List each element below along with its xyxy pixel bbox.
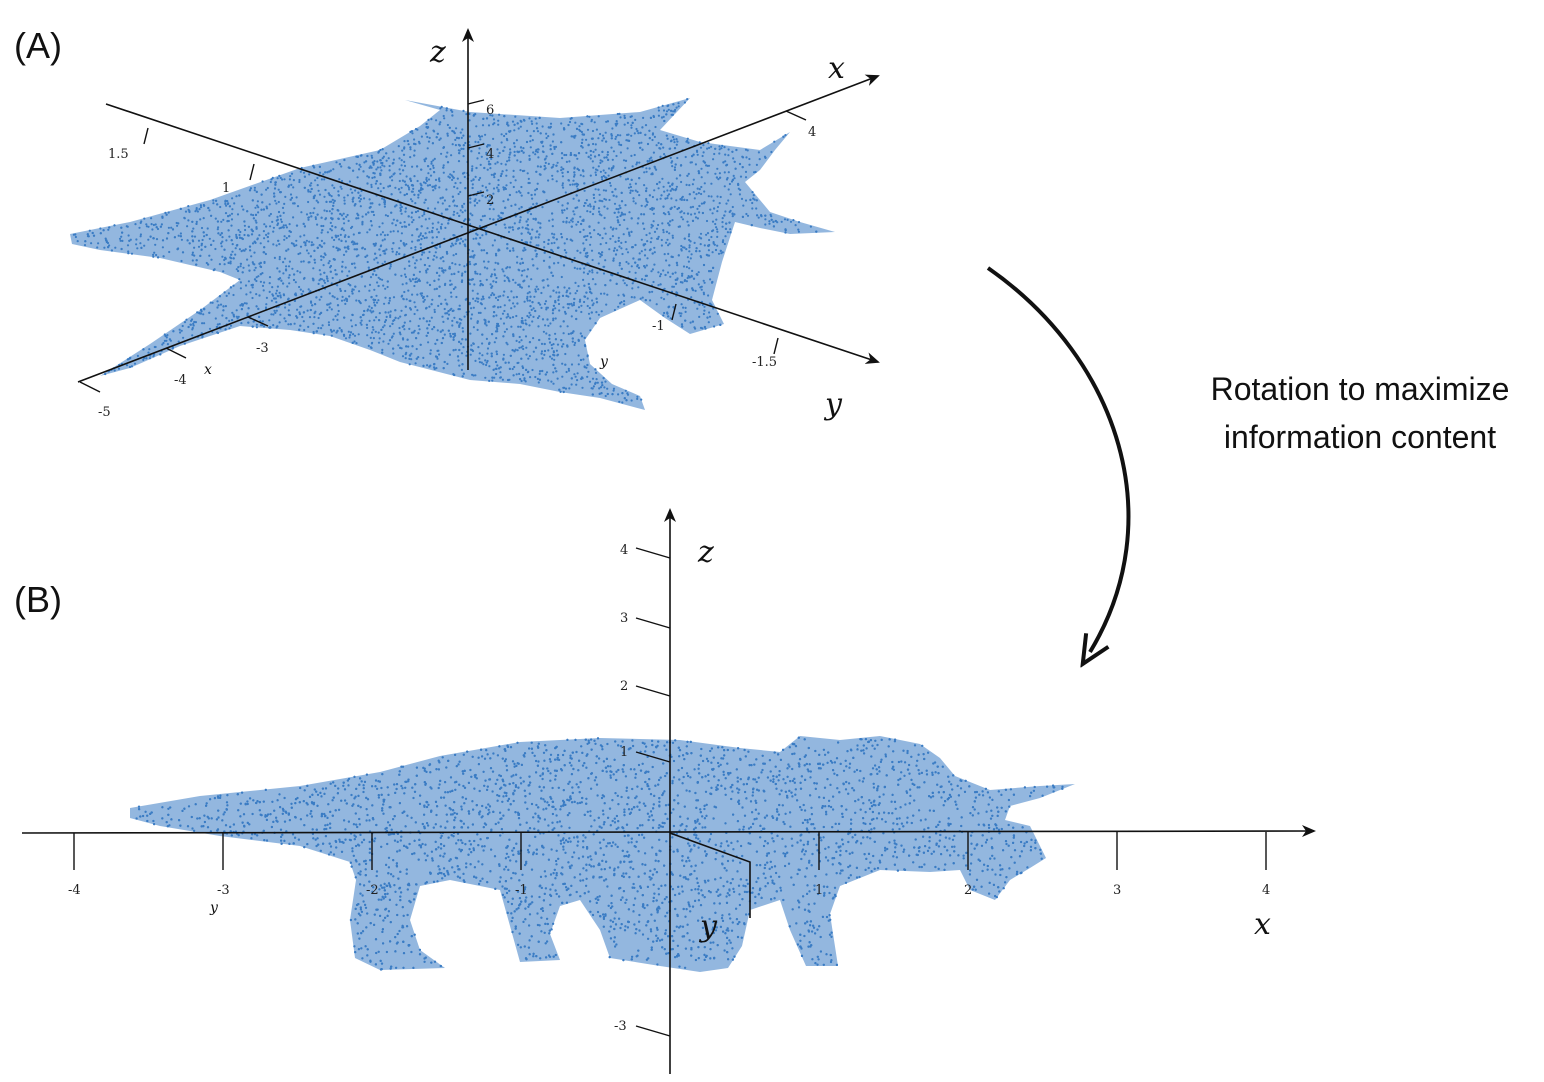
panel-b-z-tick-mark — [635, 751, 671, 763]
rotation-arrow-icon — [986, 266, 1131, 652]
panel-b-z-tick-mark — [635, 1025, 671, 1037]
panel-b-z-tick: -3 — [614, 1019, 627, 1034]
panel-a-y-tick-mark — [773, 337, 779, 355]
panel-a-x-tick: -4 — [174, 373, 187, 388]
panel-b-x-tick: -4 — [68, 883, 81, 898]
panel-a-y-tick: -1.5 — [752, 355, 777, 370]
panel-b-z-label: z — [697, 535, 714, 570]
panel-b-x-tick: 1 — [815, 883, 823, 898]
panel-a-x-tick-mark — [165, 347, 187, 359]
panel-a-y-tick-mark — [143, 127, 149, 145]
panel-a-x-tick: -3 — [256, 341, 269, 356]
caption-line-2: information content — [1224, 419, 1496, 455]
panel-b-z-tick: 1 — [620, 745, 628, 760]
panel-a-x-tick: -5 — [98, 405, 111, 420]
point-cloud-b — [130, 736, 1075, 972]
panel-b-x-tick: -1 — [515, 883, 528, 898]
panel-b-z-tick-mark — [635, 617, 671, 629]
panel-b-small-y-label: y — [209, 900, 219, 916]
panel-a-y-tick-mark — [249, 163, 255, 181]
panel-b-x-axis — [21, 825, 1316, 838]
panel-b-x-ticks: -4 -3 -2 -1 1 2 3 4 — [68, 832, 1270, 898]
panel-a-y-tick-mark — [671, 303, 677, 321]
panel-a-y-tick: 1.5 — [108, 147, 129, 162]
panel-a-z-tick-mark — [467, 143, 485, 149]
panel-a-x-tick-mark — [79, 381, 101, 393]
panel-b-z-tick: 4 — [620, 543, 628, 558]
panel-a-z-tick-mark — [467, 191, 485, 197]
panel-b-x-tick: 2 — [964, 883, 972, 898]
panel-a-y-tick: 1 — [222, 181, 230, 196]
panel-b-z-tick: 2 — [620, 679, 628, 694]
panel-b-x-tick: -3 — [217, 883, 230, 898]
panel-b: (B) z x y y -4 -3 -2 -1 1 2 3 4 — [14, 508, 1316, 1074]
panel-b-x-tick: 3 — [1113, 883, 1121, 898]
panel-a-small-y-label: y — [599, 354, 609, 370]
panel-b-x-tick: -2 — [366, 883, 379, 898]
panel-b-z-tick-mark — [635, 685, 671, 697]
panel-b-x-label: x — [1254, 907, 1271, 942]
panel-a-y-tick: -1 — [652, 319, 665, 334]
panel-a-small-x-label: x — [204, 362, 212, 378]
panel-a-z-tick: 4 — [486, 147, 494, 162]
panel-a-y-axis — [105, 103, 880, 364]
panel-a-x-tick-mark — [247, 316, 269, 327]
caption-line-1: Rotation to maximize — [1211, 371, 1510, 407]
panel-a: (A) z x y x y 2 4 6 4 -3 -4 -5 1.5 1 — [14, 25, 880, 422]
panel-a-x-tick-mark — [785, 110, 807, 121]
panel-a-label: (A) — [14, 25, 62, 66]
panel-a-x-label: x — [828, 51, 845, 86]
panel-a-z-tick-mark — [467, 99, 485, 105]
cloudA-shape — [70, 98, 835, 410]
panel-a-z-tick: 2 — [486, 193, 494, 208]
panel-b-y-label: y — [698, 909, 718, 944]
panel-b-y-axis — [669, 832, 751, 918]
panel-a-y-label: y — [823, 387, 843, 422]
panel-b-z-tick-mark — [635, 547, 671, 559]
panel-a-z-tick: 6 — [486, 103, 494, 118]
panel-b-label: (B) — [14, 579, 62, 620]
rotation-annotation: Rotation to maximize information content — [986, 266, 1510, 652]
panel-a-z-label: z — [429, 35, 446, 70]
point-cloud-a — [70, 98, 835, 410]
panel-a-x-tick: 4 — [808, 125, 816, 140]
panel-b-x-tick: 4 — [1262, 883, 1270, 898]
panel-b-z-tick: 3 — [620, 611, 628, 626]
